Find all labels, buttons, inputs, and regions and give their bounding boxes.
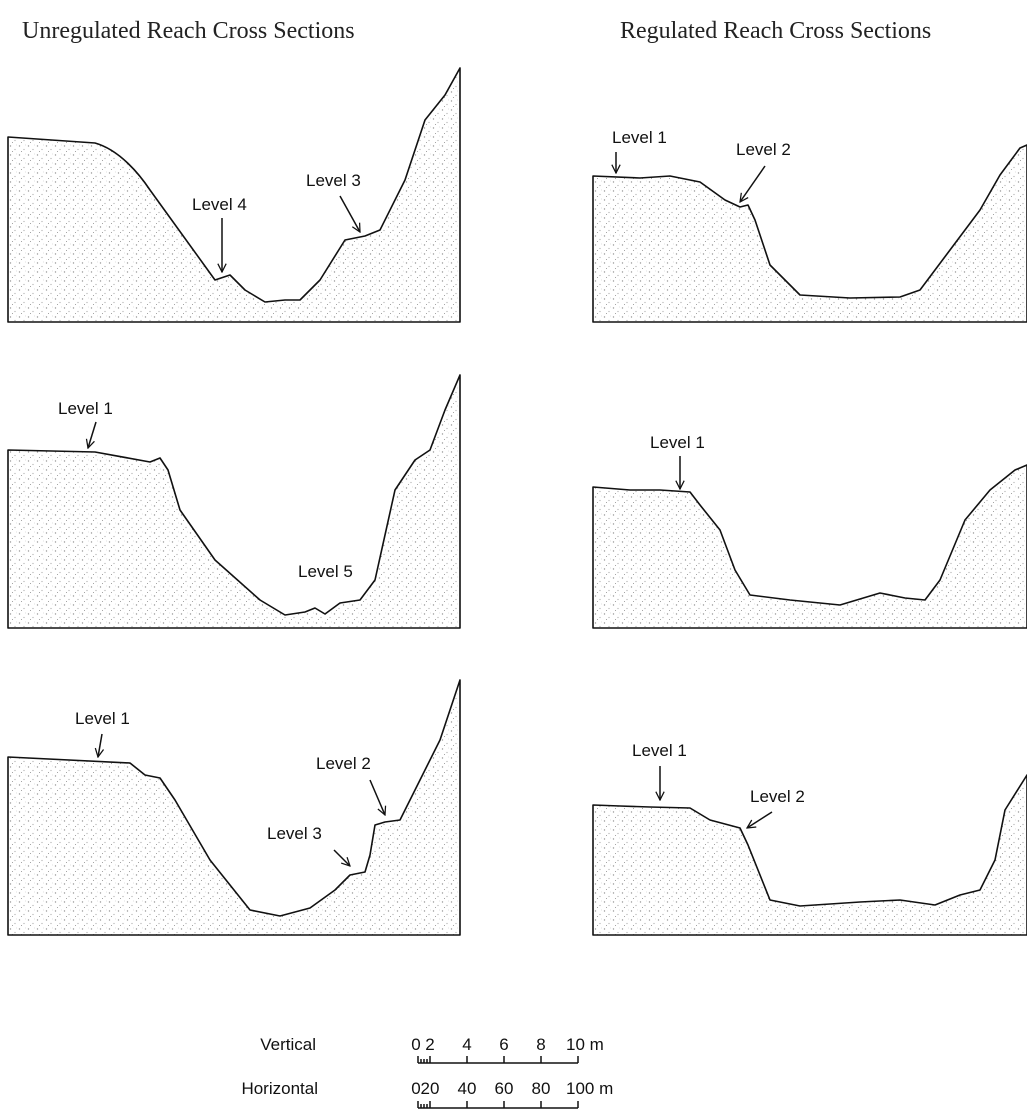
figure: Unregulated Reach Cross Sections Regulat… [0,0,1027,1119]
cross-section [593,145,1027,322]
scale-tick-label: 20 [421,1079,440,1098]
level-label: Level 5 [298,562,353,581]
level-label: Level 2 [316,754,371,773]
scale-tick-label: 10 m [566,1035,604,1054]
scale-bar [418,1056,578,1063]
cross-section [593,465,1027,628]
level-label: Level 2 [736,140,791,159]
left-title: Unregulated Reach Cross Sections [22,18,355,44]
scale-name: Vertical [260,1035,316,1054]
cross-section [593,775,1027,935]
arrow [370,780,385,815]
level-label: Level 3 [267,824,322,843]
scale-tick-label: 0 [411,1035,420,1054]
scale-tick-label: 60 [495,1079,514,1098]
scale-bar [418,1101,578,1108]
scale-tick-label: 80 [532,1079,551,1098]
arrow [747,812,772,828]
arrow [340,196,360,232]
arrow [88,422,96,448]
scale-tick-label: 6 [499,1035,508,1054]
arrow [98,734,102,757]
scale-tick-label: 40 [458,1079,477,1098]
level-label: Level 1 [58,399,113,418]
arrow [334,850,350,866]
scale-tick-label: 8 [536,1035,545,1054]
level-label: Level 2 [750,787,805,806]
level-label: Level 4 [192,195,247,214]
right-title: Regulated Reach Cross Sections [620,18,931,44]
scale-name: Horizontal [241,1079,318,1098]
scale-tick-label: 100 m [566,1079,613,1098]
level-label: Level 1 [650,433,705,452]
scale-tick-label: 2 [425,1035,434,1054]
arrow [740,166,765,202]
level-label: Level 1 [75,709,130,728]
level-label: Level 3 [306,171,361,190]
level-label: Level 1 [612,128,667,147]
scale-tick-label: 0 [411,1079,420,1098]
scale-tick-label: 4 [462,1035,471,1054]
level-label: Level 1 [632,741,687,760]
